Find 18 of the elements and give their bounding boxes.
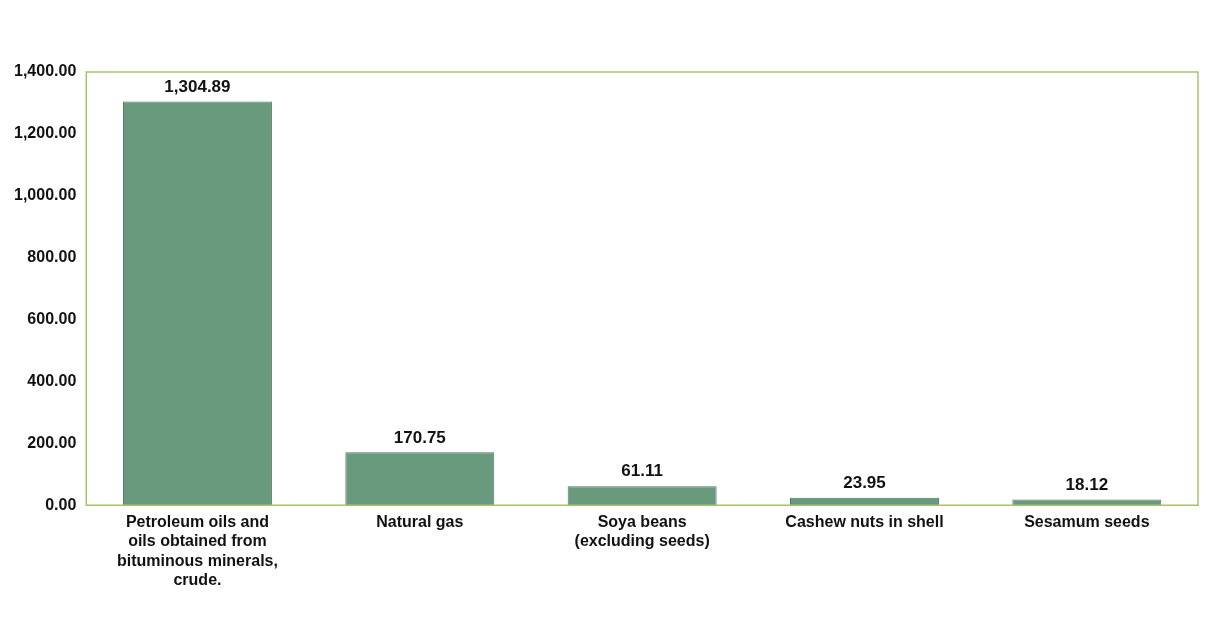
x-tick-label: Cashew nuts in shell <box>785 513 944 531</box>
y-tick-label: 1,400.00 <box>14 62 77 80</box>
data-label: 1,304.89 <box>164 76 231 96</box>
data-label: 23.95 <box>843 472 886 492</box>
y-tick-label: 800.00 <box>27 248 77 266</box>
y-tick-label: 400.00 <box>27 371 77 389</box>
y-tick-label: 1,000.00 <box>14 186 77 204</box>
data-label: 61.11 <box>621 461 663 481</box>
x-tick-label: Soya beans (excluding seeds) <box>574 513 710 550</box>
y-tick-label: 200.00 <box>27 433 77 451</box>
y-tick-label: 0.00 <box>45 495 77 513</box>
data-label: 170.75 <box>393 427 446 447</box>
x-tick-label: Natural gas <box>376 513 464 531</box>
y-tick-label: 600.00 <box>27 309 77 327</box>
x-tick-label: Petroleum oils and oils obtained from bituminous minerals, crude. <box>116 513 278 588</box>
x-tick-label: Sesamum seeds <box>1024 513 1150 531</box>
data-label: 18.12 <box>1065 474 1109 494</box>
y-tick-label: 1,200.00 <box>14 124 77 142</box>
